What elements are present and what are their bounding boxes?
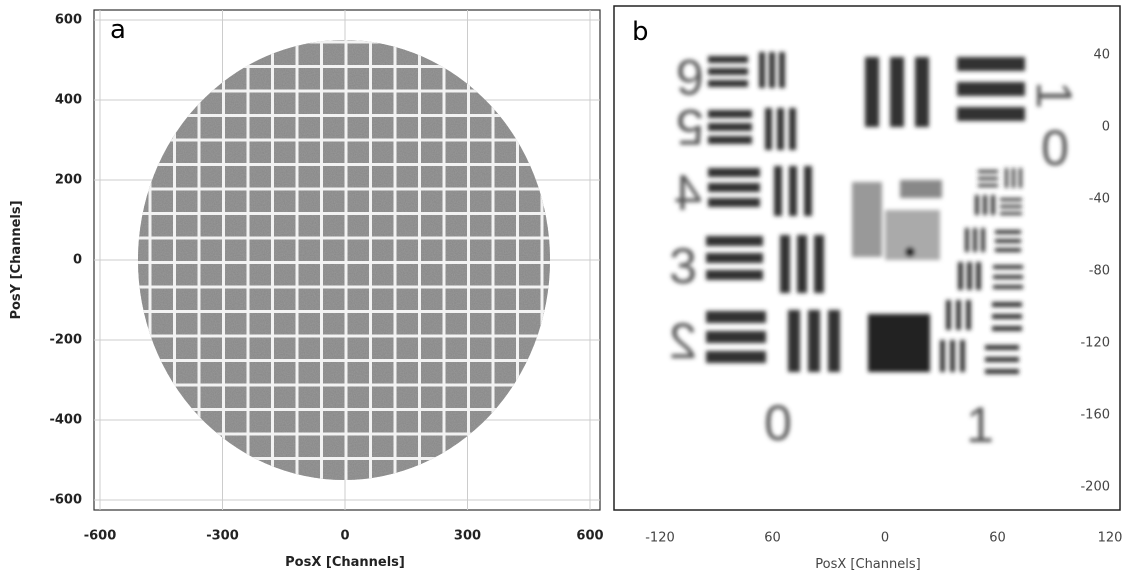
y-tick-label: -200: [49, 333, 82, 348]
y-tick-label: 600: [55, 13, 82, 28]
x-axis-label: PosX [Channels]: [815, 557, 920, 572]
x-tick-label: 300: [454, 529, 481, 544]
x-tick-label: 600: [576, 529, 603, 544]
target-digits: 6 5 4 3 2 0 1 1 0: [669, 49, 1082, 453]
y-tick-label: -200: [1080, 480, 1110, 495]
y-tick-label: 0: [1102, 120, 1110, 135]
panel-letter: b: [632, 17, 649, 47]
y-tick-label: -40: [1089, 192, 1110, 207]
panel-letter: a: [110, 15, 126, 45]
panel-b: 6 5 4 3 2 0 1 1 0 b PosX [Channels]: [613, 5, 1121, 572]
y-tick-label: -120: [1080, 336, 1110, 351]
y-tick-label: 40: [1093, 48, 1110, 63]
target-digit: 2: [669, 313, 697, 369]
target-digit: 4: [674, 165, 702, 221]
target-digit: 1: [1026, 81, 1082, 109]
target-digit: 3: [669, 238, 697, 294]
y-tick-label: -160: [1080, 408, 1110, 423]
y-tick-label: 0: [73, 253, 82, 268]
target-digit: 6: [676, 49, 704, 105]
detector-image: [138, 40, 550, 480]
y-tick-label: 400: [55, 93, 82, 108]
y-tick-label: -400: [49, 413, 82, 428]
y-tick-label: -600: [49, 493, 82, 508]
target-digit: 0: [764, 395, 792, 451]
x-tick-label: 0: [340, 529, 349, 544]
y-tick-label: 200: [55, 173, 82, 188]
x-tick-label: -300: [206, 529, 239, 544]
x-tick-label: 60: [989, 531, 1006, 546]
target-digit: 0: [1041, 120, 1069, 176]
target-digit: 1: [966, 397, 994, 453]
target-digit: 5: [676, 99, 704, 155]
x-tick-label: 60: [764, 531, 781, 546]
panel-a: a PosX [Channels] PosY [Channels]: [9, 9, 601, 570]
x-tick-label: 120: [1098, 531, 1123, 546]
x-tick-label: -120: [645, 531, 675, 546]
x-tick-label: 0: [881, 531, 889, 546]
tick-labels: -600 -300 0 300 6006004002000-200-400-600-12…: [49, 13, 1122, 546]
x-tick-label: -600: [84, 529, 117, 544]
y-tick-label: -80: [1089, 264, 1110, 279]
x-axis-label: PosX [Channels]: [285, 555, 405, 570]
resolution-target: [706, 52, 1025, 374]
y-axis-label: PosY [Channels]: [9, 200, 24, 319]
